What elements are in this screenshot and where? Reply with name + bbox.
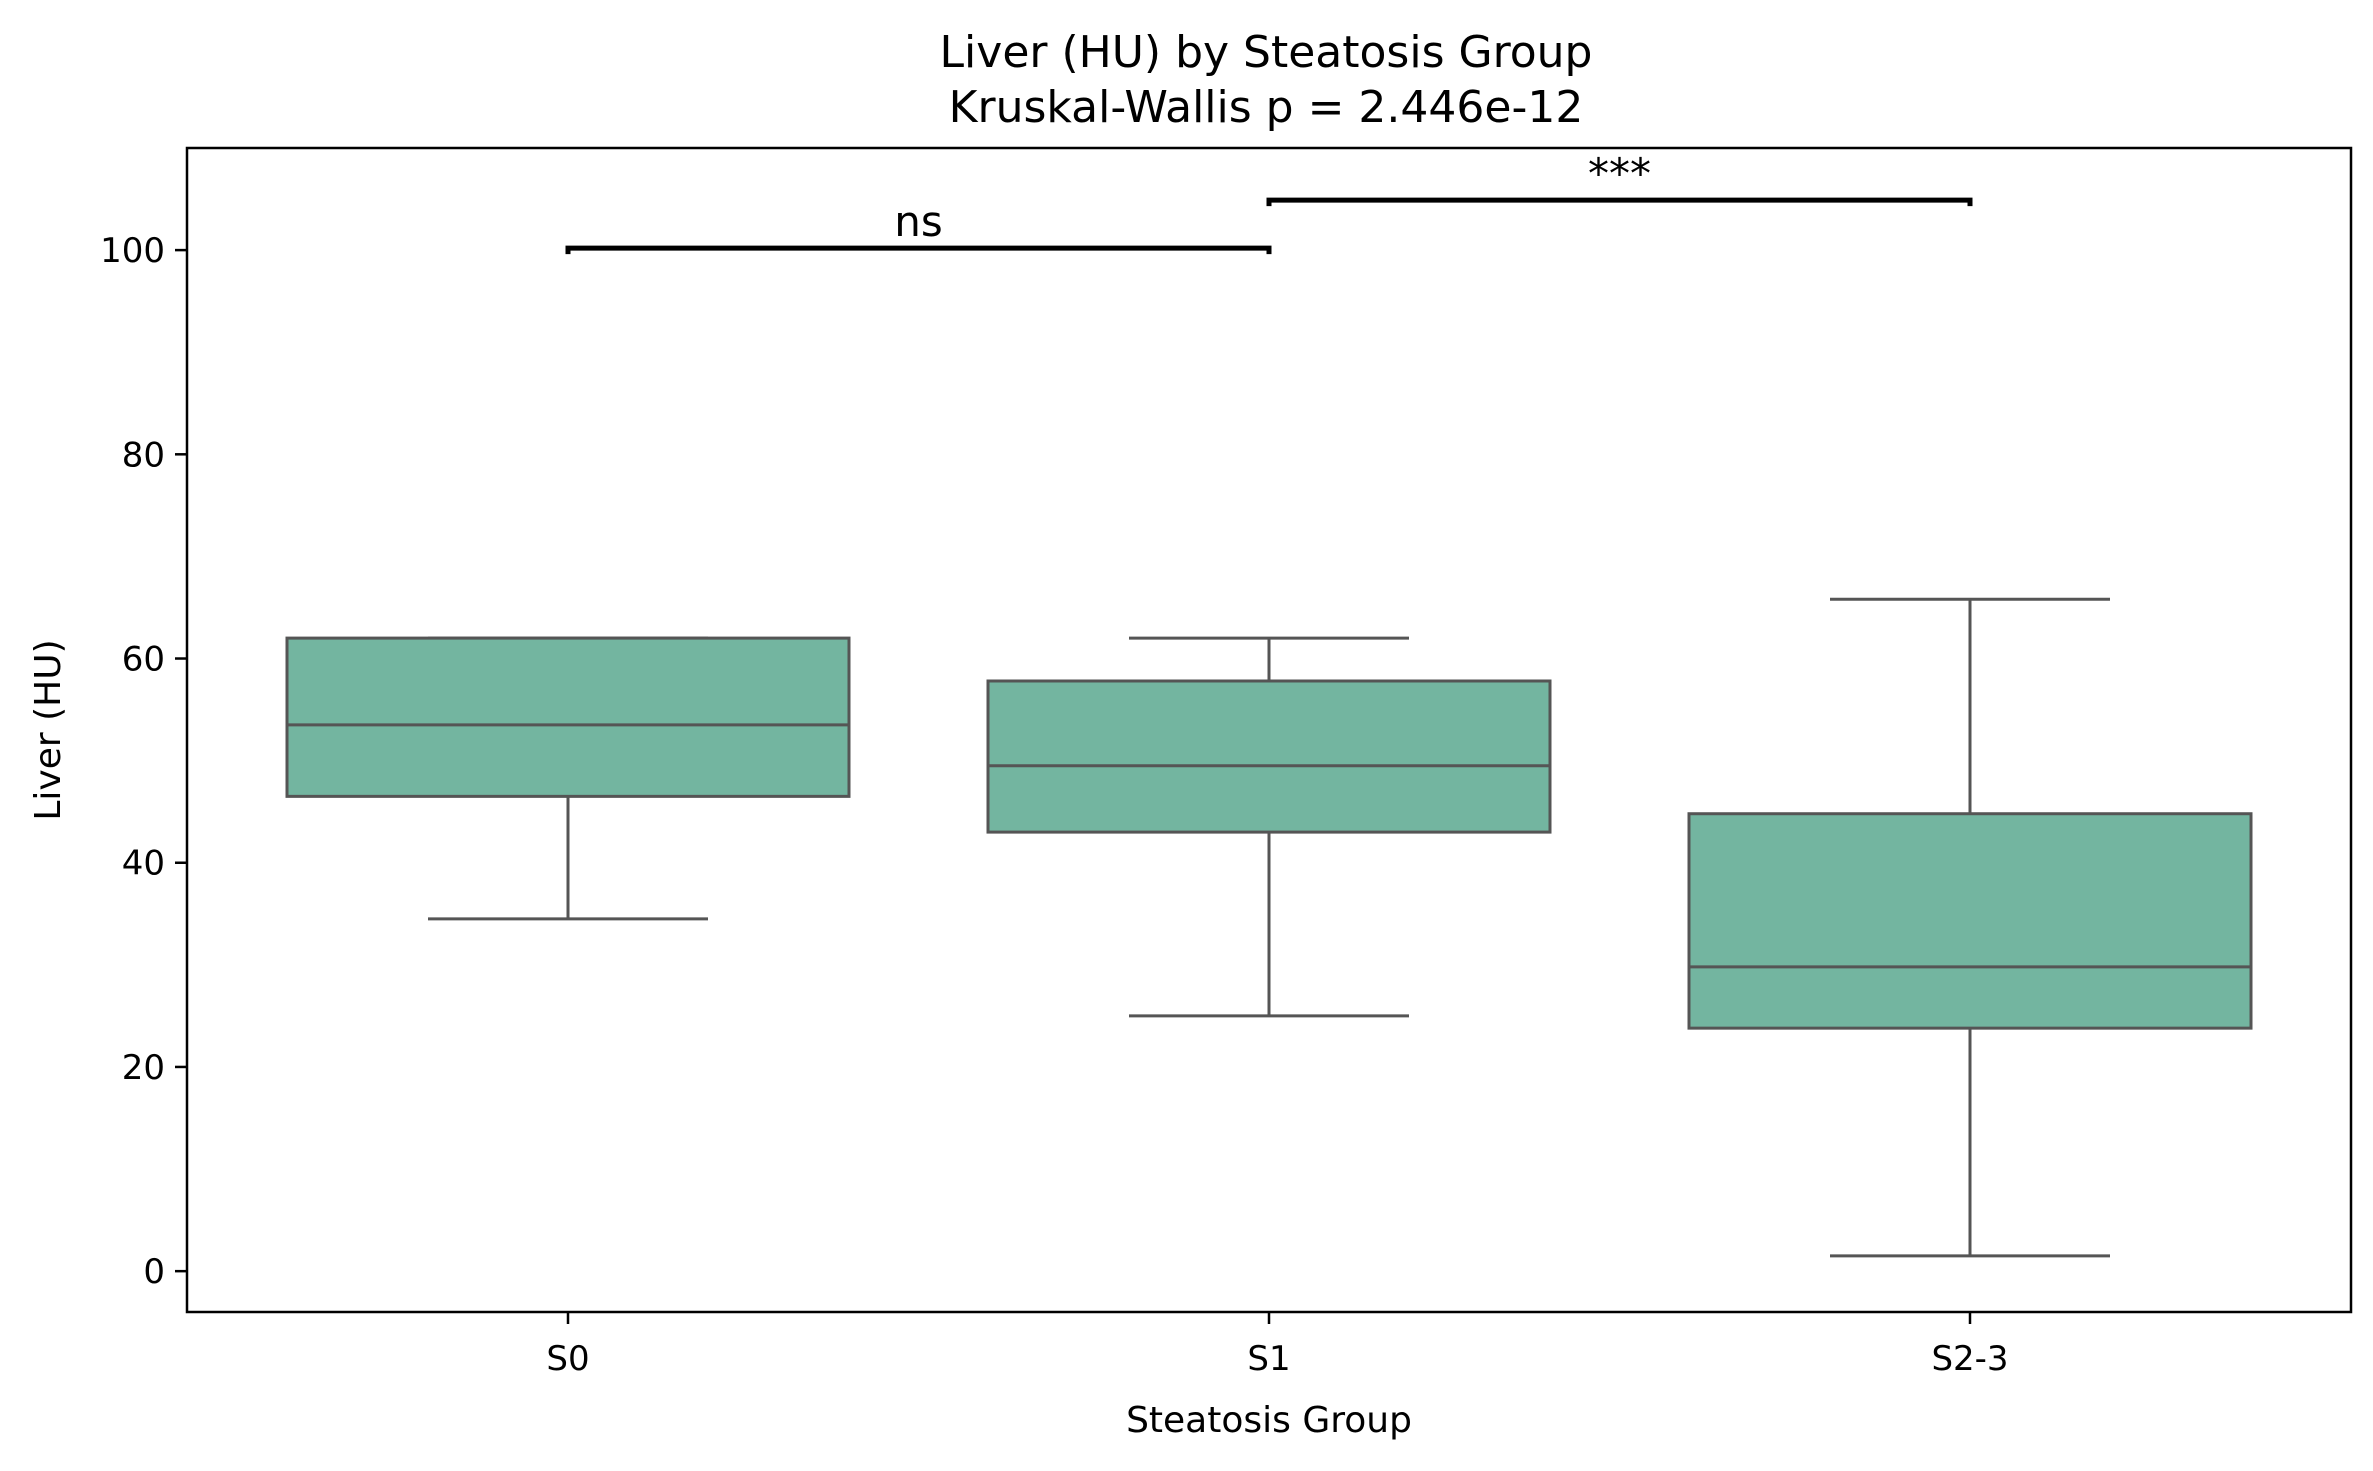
axes-layer: 0 20 40 60 80 100 S0 S1 S2-3 — [100, 231, 2008, 1379]
x-axis-label: Steatosis Group — [1126, 1400, 1412, 1441]
x-tick-label: S1 — [1247, 1339, 1290, 1379]
significance-bracket — [1266, 197, 1973, 207]
significance-bracket — [565, 245, 1272, 255]
comparison-s0-s1: ns — [565, 197, 1272, 255]
box-s1 — [986, 636, 1552, 1018]
plot-frame — [185, 146, 2353, 1314]
y-tick-label: 0 — [143, 1252, 165, 1292]
iqr-box — [1687, 812, 2253, 1030]
box-s2-3 — [1687, 597, 2253, 1258]
significance-label: *** — [1588, 149, 1651, 198]
chart-subtitle: Kruskal-Wallis p = 2.446e-12 — [949, 82, 1584, 133]
y-tick-label: 100 — [100, 231, 165, 271]
box-s0 — [285, 636, 851, 921]
comparison-s1-s2-3: *** — [1266, 149, 1973, 207]
y-tick-label: 80 — [122, 435, 165, 475]
y-tick-label: 40 — [122, 844, 165, 884]
x-tick-label: S0 — [546, 1339, 589, 1379]
iqr-box — [986, 679, 1552, 834]
y-tick-label: 20 — [122, 1048, 165, 1088]
y-tick-label: 60 — [122, 640, 165, 680]
significance-label: ns — [894, 197, 943, 246]
x-tick-label: S2-3 — [1931, 1339, 2008, 1379]
iqr-box — [285, 636, 851, 798]
annotations-layer: ns *** — [565, 149, 1973, 255]
chart-title: Liver (HU) by Steatosis Group — [940, 27, 1593, 78]
y-axis-label: Liver (HU) — [28, 639, 69, 820]
boxes-layer — [285, 597, 2253, 1258]
